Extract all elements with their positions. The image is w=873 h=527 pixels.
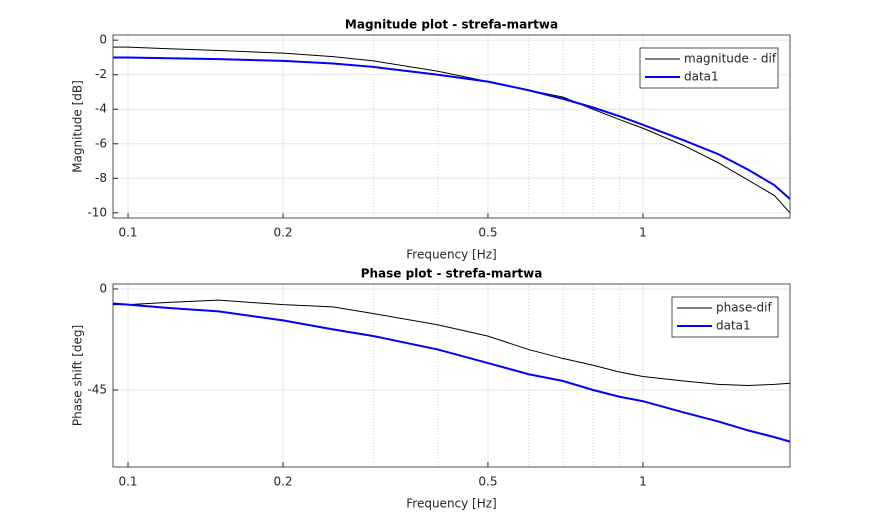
y-tick-label: -2 <box>95 67 107 81</box>
chart-title: Phase plot - strefa-martwa <box>361 267 543 281</box>
legend-box <box>671 296 779 338</box>
x-tick-label: 1 <box>639 226 647 240</box>
y-tick-label: -6 <box>95 136 107 150</box>
x-axis-label: Frequency [Hz] <box>406 497 497 511</box>
x-tick-label: 0.1 <box>118 226 137 240</box>
series-line <box>112 302 791 443</box>
y-tick-label: -10 <box>87 205 107 219</box>
x-tick-label: 0.5 <box>478 226 497 240</box>
y-axis-label: Magnitude [dB] <box>71 80 85 173</box>
chart-title: Magnitude plot - strefa-martwa <box>345 18 558 32</box>
series-line <box>113 56 791 200</box>
y-tick-label: -45 <box>87 382 107 396</box>
y-tick-label: 0 <box>99 281 107 295</box>
plot-frame <box>112 34 791 219</box>
x-axis-label: Frequency [Hz] <box>406 248 497 262</box>
x-tick-label: 0.2 <box>273 475 292 489</box>
x-tick-label: 0.2 <box>273 226 292 240</box>
x-tick-label: 0.5 <box>478 475 497 489</box>
legend-label: phase-dif <box>716 301 772 315</box>
x-tick-label: 1 <box>639 475 647 489</box>
y-tick-label: -8 <box>95 171 107 185</box>
legend-label: magnitude - dif <box>684 52 777 66</box>
legend-label: data1 <box>684 70 719 84</box>
legend-box <box>639 47 779 89</box>
y-tick-label: -4 <box>95 102 107 116</box>
x-tick-label: 0.1 <box>118 475 137 489</box>
y-axis-label: Phase shift [deg] <box>71 325 85 426</box>
legend-label: data1 <box>716 319 751 333</box>
series-line <box>113 299 791 386</box>
y-tick-label: 0 <box>99 33 107 47</box>
plot-frame <box>112 283 791 468</box>
